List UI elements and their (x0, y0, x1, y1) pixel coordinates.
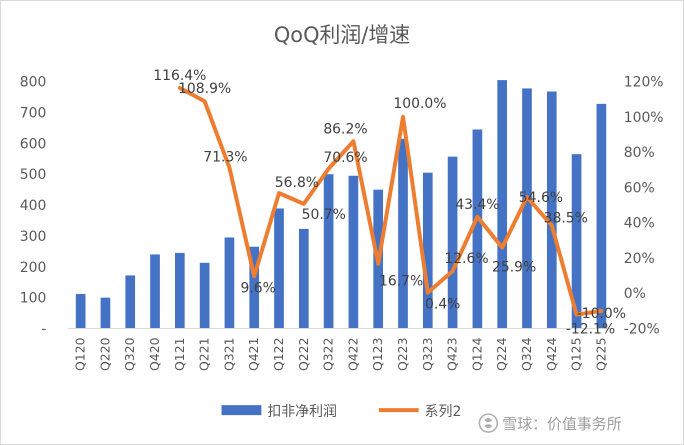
right-axis-tick-label: 80% (624, 145, 655, 161)
bar (348, 175, 359, 329)
left-axis-tick-label: 300 (20, 229, 47, 245)
left-axis-tick-label: 600 (20, 136, 47, 152)
right-axis-tick-label: 120% (624, 75, 664, 91)
legend-label-line: 系列2 (425, 404, 462, 420)
x-tick-label: Q223 (395, 337, 410, 371)
x-tick-label: Q220 (97, 337, 112, 371)
legend-label-bar: 扣非净利润 (267, 404, 337, 420)
x-tick-label: Q322 (321, 337, 336, 371)
data-label: 12.6% (444, 251, 488, 267)
x-tick-label: Q423 (445, 337, 460, 371)
bar (150, 254, 160, 329)
x-tick-label: Q320 (122, 337, 137, 371)
bar (75, 293, 86, 329)
left-axis-tick-label: 500 (20, 167, 47, 183)
data-label: 43.4% (455, 197, 499, 213)
data-label: 54.6% (519, 190, 563, 206)
x-tick-label: Q225 (593, 337, 608, 371)
legend: 扣非净利润 系列2 (221, 404, 462, 420)
bar (100, 297, 111, 329)
x-tick-label: Q324 (519, 337, 534, 371)
bar (522, 88, 532, 329)
data-label: 0.4% (425, 296, 460, 312)
left-axis-tick-label: 100 (20, 291, 47, 307)
right-axis-tick-label: -20% (624, 321, 660, 337)
bar (323, 174, 334, 329)
right-axis-tick-label: 0% (624, 286, 646, 302)
legend-swatch-bar (221, 405, 262, 416)
data-label: 100.0% (393, 96, 446, 112)
bar (224, 237, 235, 329)
left-axis-tick-label: 400 (20, 198, 47, 214)
x-tick-label: Q121 (172, 337, 187, 371)
x-tick-label: Q122 (271, 337, 286, 371)
bar (571, 154, 582, 329)
data-label: 86.2% (323, 121, 367, 137)
left-axis-tick-label: 800 (20, 75, 47, 91)
x-tick-label: Q424 (544, 337, 559, 371)
bar (174, 252, 185, 329)
line-series (177, 86, 604, 317)
chart-title: QoQ利润/增速 (274, 23, 410, 47)
x-tick-label: Q224 (494, 337, 509, 371)
data-label: -12.1% (566, 322, 615, 338)
left-axis-tick-label: 700 (20, 105, 47, 121)
bar (472, 129, 483, 329)
right-axis-tick-label: 100% (624, 110, 664, 126)
bar (447, 156, 458, 329)
x-tick-label: Q221 (197, 337, 212, 371)
left-axis-tick-label: - (41, 321, 46, 337)
x-tick-label: Q124 (469, 337, 484, 371)
bar (125, 275, 136, 329)
data-label: 71.3% (203, 150, 247, 166)
data-label: 70.6% (323, 150, 367, 166)
data-label: 9.6% (241, 280, 276, 296)
bar (546, 91, 557, 329)
right-axis-tick-label: 60% (624, 180, 655, 196)
left-axis-tick-label: 200 (20, 260, 47, 276)
snowball-logo-icon (478, 413, 499, 433)
right-axis-tick-label: 40% (624, 216, 655, 232)
right-axis: -20% 0% 20% 40% 60% 80% 100% 120% (624, 75, 664, 338)
data-labels: 116.4%108.9% 71.3% 9.6% 56.8% 50.7% 70.6% 86.2… (153, 68, 626, 337)
x-tick-label: Q125 (569, 337, 584, 371)
bar (199, 262, 210, 329)
x-tick-label: Q422 (345, 337, 360, 371)
watermark-text: 雪球：价值事务所 (502, 415, 621, 433)
bar (422, 172, 433, 329)
bar (596, 103, 607, 329)
data-label: 25.9% (492, 259, 536, 275)
x-tick-label: Q321 (221, 337, 236, 371)
line-path (177, 86, 604, 317)
x-tick-label: Q323 (420, 337, 435, 371)
data-label: 108.9% (178, 81, 231, 97)
data-label: 116.4% (153, 68, 206, 84)
data-label: 50.7% (302, 207, 346, 223)
bar (298, 228, 309, 329)
watermark: 雪球：价值事务所 (478, 413, 622, 433)
x-tick-label: Q421 (246, 337, 261, 371)
data-label: -10.0% (577, 306, 626, 322)
x-tick-label: Q222 (296, 337, 311, 371)
bar (398, 138, 408, 329)
data-label: 38.5% (544, 210, 588, 226)
bar (249, 246, 260, 329)
x-tick-label: Q420 (147, 337, 162, 371)
right-axis-tick-label: 20% (624, 251, 655, 267)
x-axis: Q120 Q220 Q320 Q420 Q121 Q221 Q321 Q421 Q122 Q222… (68, 328, 614, 371)
data-label: 16.7% (379, 274, 423, 290)
x-tick-label: Q123 (370, 337, 385, 371)
data-label: 56.8% (275, 175, 319, 191)
x-tick-label: Q120 (73, 337, 88, 371)
left-axis: - 100 200 300 400 500 600 700 800 (20, 75, 47, 338)
bar (274, 208, 284, 329)
bar (497, 80, 508, 329)
